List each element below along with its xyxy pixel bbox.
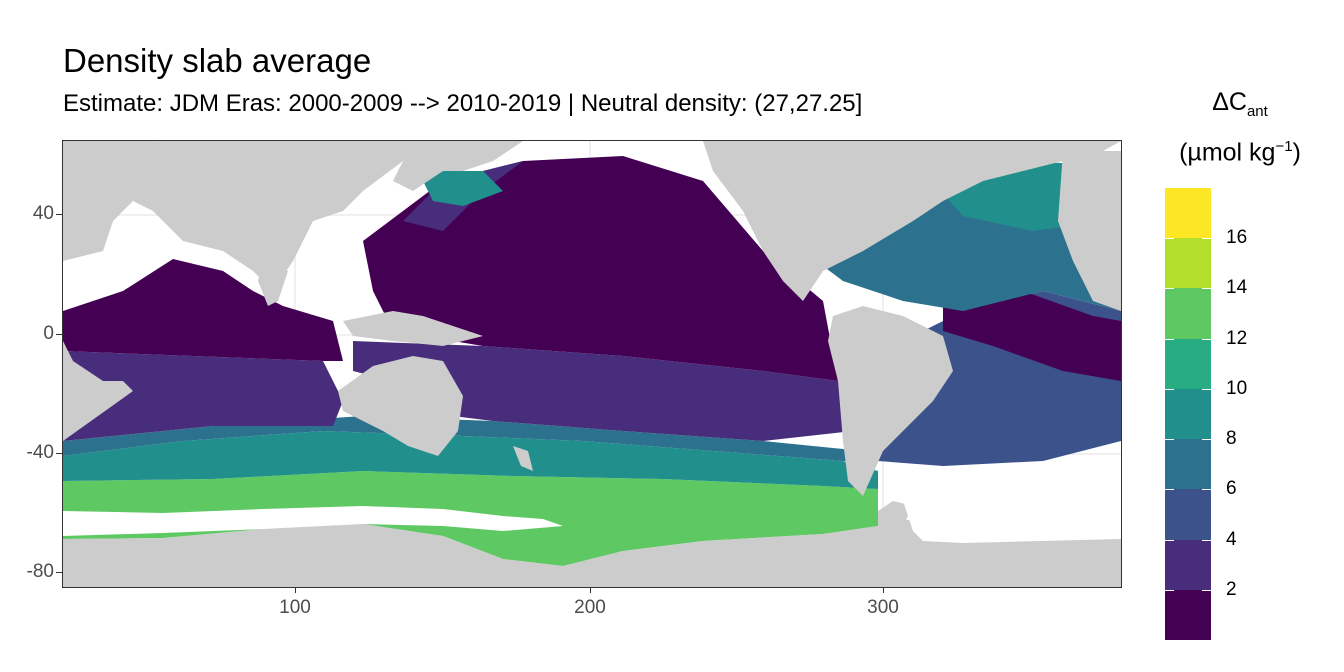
y-tick-label: -40: [26, 442, 54, 463]
legend-tick: [1165, 338, 1174, 340]
legend-bin: [1165, 338, 1211, 390]
indonesia-land: [343, 311, 483, 346]
sea-ice-no-data: [903, 486, 1121, 543]
legend-title-sub: ant: [1246, 103, 1268, 120]
legend-tick: [1165, 388, 1174, 390]
legend-bin: [1165, 589, 1211, 641]
map-panel: [62, 140, 1122, 588]
legend-tick: [1165, 439, 1174, 441]
subantarctic-band: [63, 431, 878, 489]
eurasia-land: [133, 141, 413, 291]
legend-label: 12: [1226, 327, 1248, 349]
legend-label: 6: [1226, 478, 1237, 500]
legend-colorbar: [1165, 188, 1211, 641]
antarctica-land: [63, 513, 1121, 587]
x-tick-mark: [883, 587, 884, 593]
legend-label: 10: [1226, 377, 1248, 399]
legend-label: 8: [1226, 428, 1237, 450]
legend-tick: [1202, 439, 1211, 441]
legend-title: ΔCant: [1150, 88, 1330, 120]
legend-bin: [1165, 188, 1211, 239]
y-tick-mark: [56, 572, 62, 573]
legend-tick: [1202, 589, 1211, 591]
legend-units-sup: −1: [1275, 138, 1293, 155]
legend-bin: [1165, 539, 1211, 591]
legend-tick: [1165, 539, 1174, 541]
legend-tick: [1165, 589, 1174, 591]
x-tick-label: 200: [574, 597, 606, 618]
x-tick-label: 300: [867, 597, 899, 618]
legend-tick: [1202, 288, 1211, 290]
south-pacific: [353, 341, 853, 441]
legend-tick: [1202, 238, 1211, 240]
legend-tick: [1165, 288, 1174, 290]
legend-tick: [1165, 489, 1174, 491]
legend-label: 2: [1226, 578, 1237, 600]
africa-land: [63, 141, 173, 261]
indian-ocean-south: [63, 351, 343, 441]
land: [63, 141, 1121, 587]
south-blue-band: [63, 416, 878, 461]
legend-tick: [1202, 388, 1211, 390]
indian-ocean-north: [63, 259, 343, 361]
legend-bin: [1165, 388, 1211, 440]
y-tick-mark: [56, 214, 62, 215]
legend-tick: [1202, 338, 1211, 340]
legend-title-main: ΔC: [1212, 88, 1247, 116]
x-tick-label: 100: [279, 597, 311, 618]
legend-tick: [1202, 539, 1211, 541]
sea-ice-no-data-west: [63, 506, 563, 536]
y-tick-label: 0: [43, 323, 54, 344]
legend-label: 14: [1226, 277, 1248, 299]
legend-bin: [1165, 489, 1211, 541]
x-tick-mark: [590, 587, 591, 593]
kuroshio-teal: [423, 171, 503, 206]
y-tick-mark: [56, 453, 62, 454]
legend-label: 4: [1226, 528, 1237, 550]
australia-land: [338, 356, 463, 456]
y-tick-label: 40: [32, 203, 54, 224]
legend-label: 16: [1226, 227, 1248, 249]
chart-title: Density slab average: [63, 42, 372, 79]
south-america-land: [828, 306, 953, 496]
y-tick-label: -80: [26, 561, 54, 582]
legend-units-suffix: ): [1292, 138, 1301, 167]
legend-bin: [1165, 238, 1211, 289]
legend-tick: [1165, 238, 1174, 240]
y-tick-mark: [56, 334, 62, 335]
legend-tick: [1202, 489, 1211, 491]
legend-units: (µmol kg−1): [1150, 138, 1330, 167]
north-america-land: [703, 141, 1121, 301]
legend-bin: [1165, 288, 1211, 340]
ocean-map: [63, 141, 1121, 587]
tropical-atlantic: [943, 291, 1121, 381]
x-tick-mark: [295, 587, 296, 593]
pacific-core: [363, 156, 838, 381]
legend-bin: [1165, 439, 1211, 490]
legend-units-prefix: (µmol kg: [1179, 138, 1276, 167]
chart-subtitle: Estimate: JDM Eras: 2000-2009 --> 2010-2…: [63, 90, 863, 117]
